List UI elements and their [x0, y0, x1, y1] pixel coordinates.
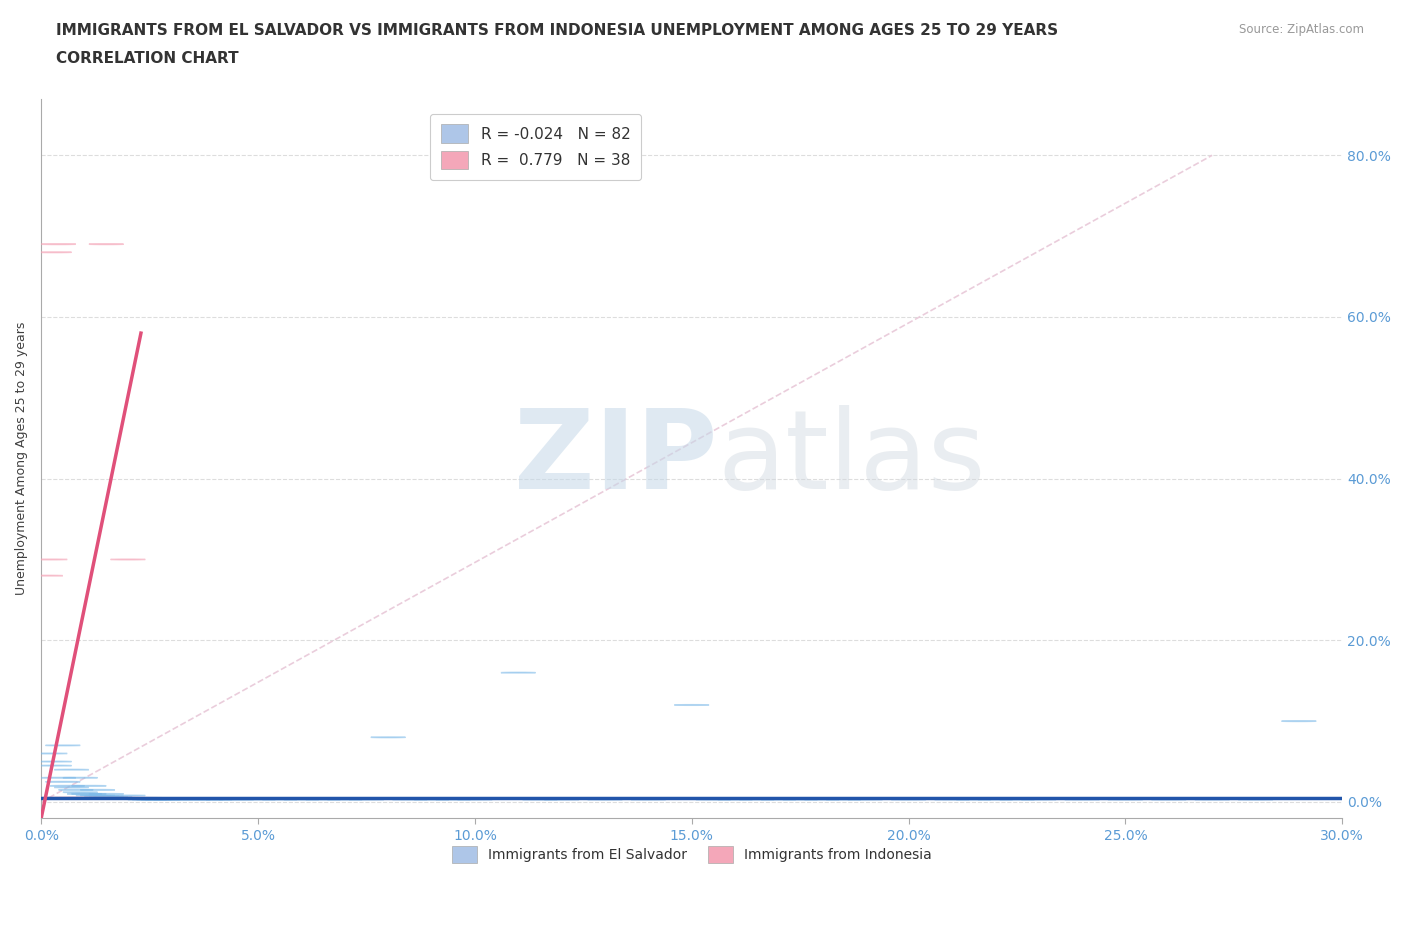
Text: IMMIGRANTS FROM EL SALVADOR VS IMMIGRANTS FROM INDONESIA UNEMPLOYMENT AMONG AGES: IMMIGRANTS FROM EL SALVADOR VS IMMIGRANT… [56, 23, 1059, 38]
Text: Source: ZipAtlas.com: Source: ZipAtlas.com [1239, 23, 1364, 36]
Text: ZIP: ZIP [515, 405, 717, 512]
Text: atlas: atlas [717, 405, 986, 512]
Y-axis label: Unemployment Among Ages 25 to 29 years: Unemployment Among Ages 25 to 29 years [15, 322, 28, 595]
Legend: Immigrants from El Salvador, Immigrants from Indonesia: Immigrants from El Salvador, Immigrants … [446, 841, 938, 869]
Text: CORRELATION CHART: CORRELATION CHART [56, 51, 239, 66]
